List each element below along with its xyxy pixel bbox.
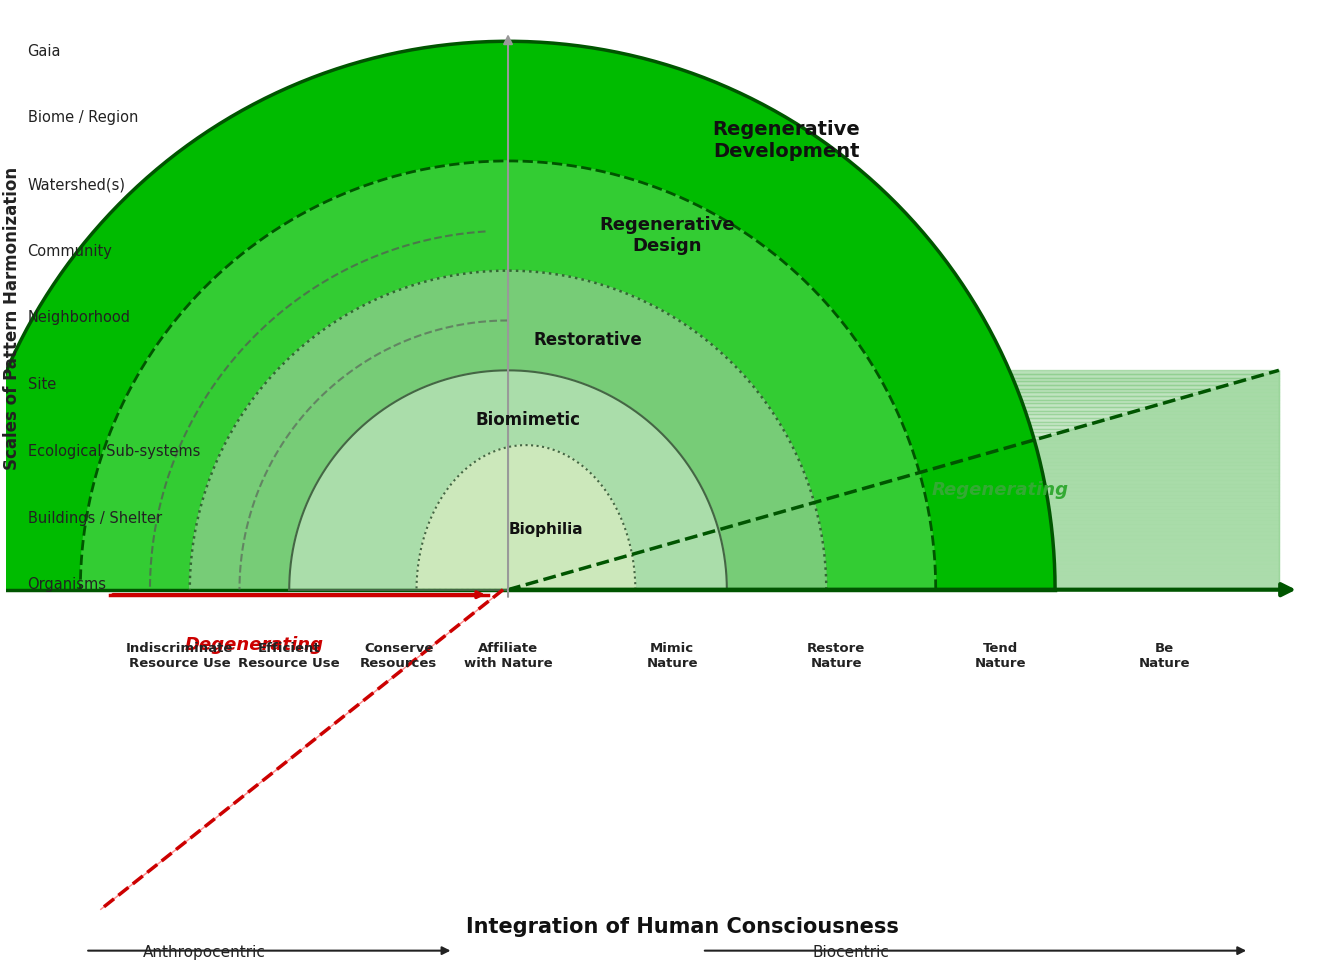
Polygon shape <box>509 411 1279 414</box>
Text: Scales of Pattern Harmonization: Scales of Pattern Harmonization <box>3 166 21 469</box>
Text: Buildings / Shelter: Buildings / Shelter <box>28 510 162 526</box>
Text: Restore
Nature: Restore Nature <box>807 641 866 669</box>
Text: Integration of Human Consciousness: Integration of Human Consciousness <box>466 917 899 937</box>
Polygon shape <box>509 498 1279 502</box>
Polygon shape <box>509 472 1279 476</box>
Text: Neighborhood: Neighborhood <box>28 310 130 326</box>
Text: Restorative: Restorative <box>534 331 641 350</box>
Polygon shape <box>509 550 1279 554</box>
Text: Efficient
Resource Use: Efficient Resource Use <box>239 641 340 669</box>
Polygon shape <box>509 374 1279 378</box>
Polygon shape <box>509 524 1279 527</box>
Text: Affiliate
with Nature: Affiliate with Nature <box>463 641 552 669</box>
Polygon shape <box>509 495 1279 498</box>
Polygon shape <box>509 480 1279 484</box>
Polygon shape <box>509 436 1279 440</box>
Polygon shape <box>509 414 1279 418</box>
Polygon shape <box>509 382 1279 384</box>
Polygon shape <box>509 491 1279 495</box>
Text: Watershed(s): Watershed(s) <box>28 177 126 192</box>
Text: Anthropocentric: Anthropocentric <box>143 945 266 959</box>
Polygon shape <box>509 505 1279 509</box>
Polygon shape <box>0 42 1054 589</box>
Polygon shape <box>509 527 1279 531</box>
Polygon shape <box>509 509 1279 513</box>
Polygon shape <box>509 513 1279 517</box>
Polygon shape <box>509 407 1279 411</box>
Polygon shape <box>509 418 1279 421</box>
Text: Ecological Sub-systems: Ecological Sub-systems <box>28 443 201 459</box>
Polygon shape <box>509 554 1279 556</box>
Polygon shape <box>509 425 1279 429</box>
Text: Biocentric: Biocentric <box>813 945 890 959</box>
Polygon shape <box>509 556 1279 560</box>
Polygon shape <box>509 487 1279 491</box>
Polygon shape <box>509 454 1279 458</box>
Polygon shape <box>509 403 1279 407</box>
Polygon shape <box>509 370 1279 374</box>
Polygon shape <box>509 396 1279 400</box>
Polygon shape <box>509 469 1279 472</box>
Polygon shape <box>509 378 1279 382</box>
Polygon shape <box>509 400 1279 403</box>
Polygon shape <box>509 564 1279 568</box>
Polygon shape <box>509 447 1279 451</box>
Polygon shape <box>509 451 1279 454</box>
Polygon shape <box>509 370 1279 589</box>
Text: Regenerative
Design: Regenerative Design <box>599 216 734 255</box>
Text: Regenerative
Development: Regenerative Development <box>713 121 861 161</box>
Polygon shape <box>290 370 726 589</box>
Polygon shape <box>509 458 1279 462</box>
Polygon shape <box>509 517 1279 521</box>
Polygon shape <box>509 476 1279 480</box>
Polygon shape <box>509 421 1279 425</box>
Text: Organisms: Organisms <box>28 578 106 592</box>
Polygon shape <box>509 466 1279 469</box>
Polygon shape <box>509 370 1279 589</box>
Polygon shape <box>509 542 1279 546</box>
Polygon shape <box>509 531 1279 535</box>
Text: Site: Site <box>28 377 56 392</box>
Polygon shape <box>509 392 1279 396</box>
Text: Regenerating: Regenerating <box>932 481 1069 499</box>
Text: Gaia: Gaia <box>28 43 61 59</box>
Polygon shape <box>100 589 503 910</box>
Polygon shape <box>190 270 826 589</box>
Text: Degenerating: Degenerating <box>185 636 324 654</box>
Text: Biomimetic: Biomimetic <box>475 412 580 429</box>
Text: Conserve
Resources: Conserve Resources <box>360 641 437 669</box>
Polygon shape <box>509 429 1279 433</box>
Polygon shape <box>100 589 503 910</box>
Polygon shape <box>509 440 1279 443</box>
Text: Biome / Region: Biome / Region <box>28 110 138 126</box>
Polygon shape <box>509 433 1279 436</box>
Polygon shape <box>509 484 1279 487</box>
Polygon shape <box>509 384 1279 388</box>
Polygon shape <box>417 445 635 589</box>
Text: Be
Nature: Be Nature <box>1138 641 1190 669</box>
Polygon shape <box>509 443 1279 447</box>
Text: Indiscriminate
Resource Use: Indiscriminate Resource Use <box>126 641 234 669</box>
Polygon shape <box>509 560 1279 564</box>
Text: Biophilia: Biophilia <box>509 523 583 537</box>
Polygon shape <box>509 388 1279 392</box>
Polygon shape <box>509 502 1279 505</box>
Polygon shape <box>509 535 1279 538</box>
Polygon shape <box>509 521 1279 524</box>
Text: Community: Community <box>28 243 113 259</box>
Polygon shape <box>509 538 1279 542</box>
Polygon shape <box>80 161 936 589</box>
Polygon shape <box>509 546 1279 550</box>
Text: Tend
Nature: Tend Nature <box>975 641 1027 669</box>
Polygon shape <box>509 462 1279 466</box>
Text: Mimic
Nature: Mimic Nature <box>647 641 699 669</box>
